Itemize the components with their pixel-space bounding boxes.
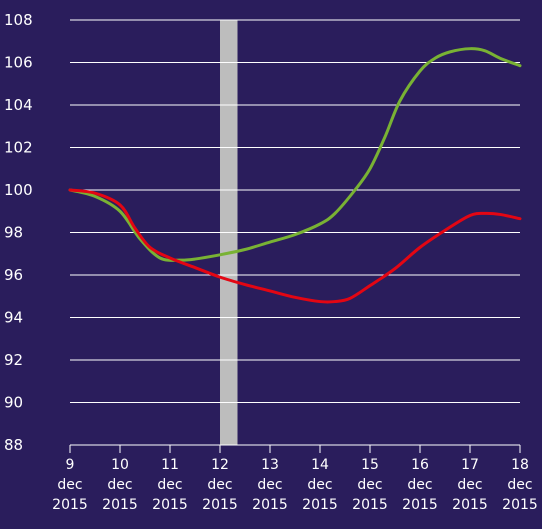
x-tick-label: dec [57,477,82,493]
x-tick-label: 18 [511,457,529,473]
y-tick-label: 102 [4,139,33,157]
x-tick-label: 2015 [402,497,438,513]
x-tick-label: 2015 [52,497,88,513]
y-tick-label: 100 [4,181,33,199]
series-line-1 [68,47,522,262]
x-tick-labels: 9 dec 2015 10 dec 2015 11 dec 2015 12 dec 2015 13 dec… [52,457,538,513]
x-tick-label: 14 [311,457,329,473]
y-tick-label: 96 [4,266,23,284]
x-tick-label: dec [207,477,232,493]
x-tick-label: dec [257,477,282,493]
y-tick-label: 106 [4,54,33,72]
x-tick-label: dec [507,477,532,493]
y-tick-label: 94 [4,309,23,327]
y-tick-label: 90 [4,394,23,412]
x-tick-label: 13 [261,457,279,473]
y-tick-label: 98 [4,224,23,242]
x-tick-label: 2015 [202,497,238,513]
x-tick-label: 17 [461,457,479,473]
x-axis [69,444,521,453]
x-tick-label: 2015 [102,497,138,513]
x-tick-label: 15 [361,457,379,473]
y-tick-label: 88 [4,436,23,454]
x-tick-label: dec [157,477,182,493]
y-tick-label: 108 [4,11,33,29]
x-tick-label: 2015 [302,497,338,513]
series-lines [68,47,522,304]
x-tick-label: dec [357,477,382,493]
x-tick-label: 11 [161,457,179,473]
x-tick-label: 10 [111,457,129,473]
series-line-2 [68,188,522,304]
y-tick-labels: 108 106 104 102 100 98 96 94 92 90 88 [4,11,33,454]
x-tick-label: 2015 [502,497,538,513]
x-tick-label: 2015 [352,497,388,513]
x-tick-label: 12 [211,457,229,473]
y-tick-label: 104 [4,96,33,114]
x-tick-label: dec [107,477,132,493]
y-tick-label: 92 [4,351,23,369]
x-tick-label: 2015 [152,497,188,513]
x-tick-label: 16 [411,457,429,473]
x-tick-label: dec [307,477,332,493]
x-tick-label: 9 [66,457,75,473]
x-tick-label: 2015 [452,497,488,513]
x-tick-label: dec [457,477,482,493]
x-tick-label: 2015 [252,497,288,513]
x-tick-label: dec [407,477,432,493]
